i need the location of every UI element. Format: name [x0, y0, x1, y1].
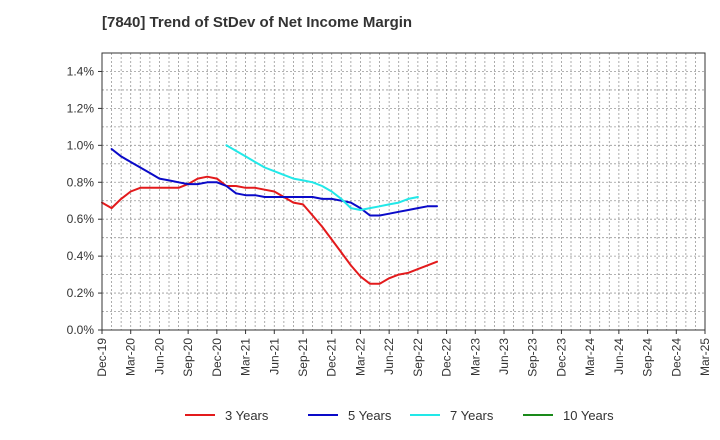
x-tick-label: Mar-20: [124, 338, 138, 376]
x-tick-label: Jun-21: [267, 338, 281, 375]
y-tick-label: 0.0%: [67, 323, 95, 337]
x-tick-label: Jun-20: [152, 338, 166, 375]
y-tick-label: 1.0%: [67, 138, 95, 152]
legend-label: 7 Years: [450, 408, 494, 423]
x-tick-label: Mar-25: [698, 338, 712, 376]
plot-border: [101, 52, 706, 331]
x-tick-label: Mar-23: [468, 338, 482, 376]
axis-layer: 0.0% 0.2% 0.4% 0.6% 0.8% 1.0% 1.2% 1.4% Dec-19 Ma…: [67, 52, 712, 377]
plot-area: [102, 53, 705, 330]
legend-label: 5 Years: [348, 408, 392, 423]
series-line-3-years: [101, 175, 438, 285]
x-tick-label: Dec-23: [554, 338, 568, 377]
x-tick-label: Sep-23: [526, 338, 540, 377]
x-tick-label: Dec-20: [210, 338, 224, 377]
legend: 3 Years 5 Years 7 Years 10 Years: [185, 408, 614, 423]
series-line-5-years: [110, 148, 438, 217]
series-layer: [101, 144, 438, 285]
grid-layer: [102, 52, 705, 330]
y-tick-label: 0.6%: [67, 212, 95, 226]
x-tick-label: Mar-24: [583, 338, 597, 376]
x-tick-label: Sep-20: [181, 338, 195, 377]
x-tick-label: Dec-19: [95, 338, 109, 377]
x-tick-label: Dec-21: [325, 338, 339, 377]
x-tick-label: Mar-21: [239, 338, 253, 376]
series-line-7-years: [225, 144, 419, 211]
x-tick-label: Mar-22: [353, 338, 367, 376]
x-tick-label: Dec-22: [440, 338, 454, 377]
y-tick-label: 0.8%: [67, 175, 95, 189]
chart-title: [7840] Trend of StDev of Net Income Marg…: [102, 14, 413, 31]
x-tick-label: Jun-23: [497, 338, 511, 375]
y-tick-label: 0.2%: [67, 286, 95, 300]
x-tick-label: Jun-24: [612, 338, 626, 375]
y-tick-label: 1.4%: [67, 64, 95, 78]
x-tick-label: Jun-22: [382, 338, 396, 375]
x-tick-label: Sep-21: [296, 338, 310, 377]
x-tick-label: Sep-22: [411, 338, 425, 377]
legend-label: 3 Years: [225, 408, 269, 423]
x-tick-label: Dec-24: [669, 338, 683, 377]
y-tick-label: 1.2%: [67, 101, 95, 115]
x-tick-label: Sep-24: [641, 338, 655, 377]
y-tick-label: 0.4%: [67, 249, 95, 263]
legend-label: 10 Years: [563, 408, 614, 423]
